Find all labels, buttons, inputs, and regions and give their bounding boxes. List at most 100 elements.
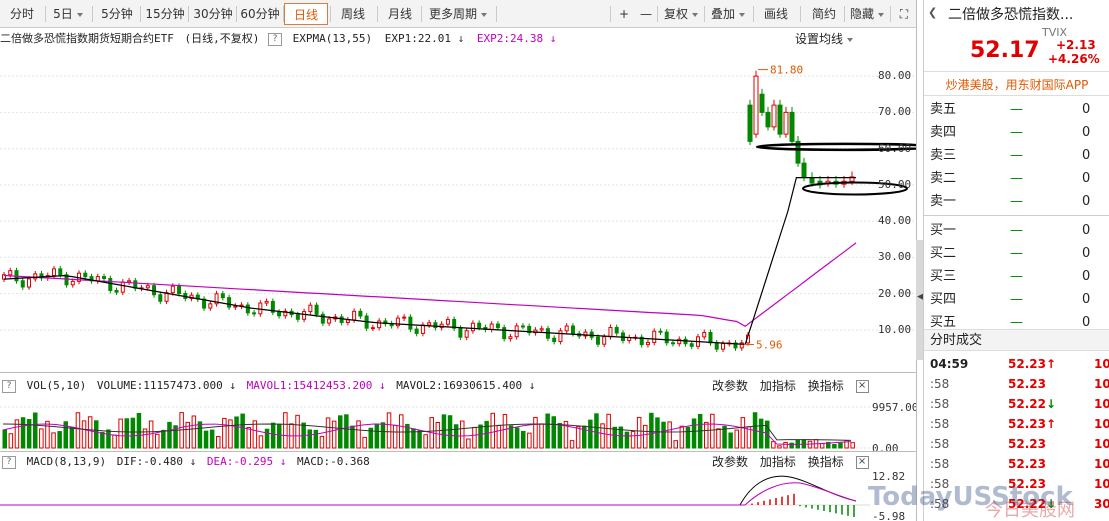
add-indicator-button[interactable]: 加指标 — [759, 455, 796, 469]
volume-bar — [307, 429, 312, 449]
volume-bar — [740, 417, 746, 449]
candle-body — [120, 281, 125, 293]
volume-bar — [777, 445, 782, 449]
ask-row[interactable]: 卖四 — 0 — [924, 121, 1109, 144]
toolbar-button-17[interactable]: ⛶ — [899, 7, 909, 21]
toolbar-button-5[interactable]: 60分钟 — [240, 7, 280, 21]
vol-name[interactable]: VOL(5,10) — [26, 379, 87, 392]
ask-row[interactable]: 卖三 — 0 — [924, 144, 1109, 167]
ask-row[interactable]: 卖一 — 0 — [924, 190, 1109, 213]
chevron-down-icon — [843, 32, 853, 46]
down-arrow-icon: ↓ — [522, 379, 536, 392]
level-price: — — [1010, 148, 1023, 163]
price-change-pct: +4.26% — [1048, 52, 1100, 66]
close-icon[interactable]: × — [855, 456, 869, 469]
volume-bar — [112, 434, 117, 449]
bid-row[interactable]: 买三 — 0 — [924, 265, 1109, 288]
swap-indicator-button[interactable]: 换指标 — [807, 455, 844, 469]
level-volume: 0 — [1082, 171, 1091, 186]
candle-body — [33, 273, 38, 280]
candle-body — [402, 316, 407, 319]
candle-body — [552, 337, 557, 343]
toolbar-button-15[interactable]: 简约 — [811, 7, 836, 21]
volume-bar — [557, 422, 563, 449]
toolbar-button-10[interactable]: + — [618, 7, 630, 21]
volume-bar — [710, 413, 715, 449]
promo-link[interactable]: 炒港美股，用东财国际APP — [924, 74, 1109, 96]
ask-row[interactable]: 卖五 — 0 — [924, 98, 1109, 121]
chevron-left-icon[interactable]: ❮ — [928, 6, 938, 19]
candlestick-chart[interactable]: 81.80 5.96 — [0, 48, 916, 358]
volume-bar — [563, 420, 569, 449]
macd-chart[interactable]: 12.82 -5.98 — [0, 471, 916, 521]
toolbar-button-16[interactable]: 隐藏 — [846, 3, 888, 25]
trade-row: :58 52.23↑ 10 — [924, 414, 1109, 434]
quote-header: ❮ 二倍做多恐慌指数... TVIX 52.17 +2.13 +4.26% — [924, 0, 1109, 72]
collapse-handle[interactable] — [916, 240, 923, 360]
volume-bar — [57, 431, 62, 449]
volume-bar — [203, 430, 209, 449]
toolbar-button-3[interactable]: 15分钟 — [145, 7, 185, 21]
toolbar-separator — [657, 6, 658, 22]
toolbar-button-7[interactable]: 周线 — [340, 7, 365, 21]
candle-body — [771, 104, 777, 128]
quote-name: 二倍做多恐慌指数... — [948, 7, 1074, 23]
candle-body — [670, 342, 675, 345]
toolbar-button-9[interactable]: 更多周期 — [424, 3, 492, 25]
volume-bar — [514, 427, 520, 449]
price-change: +2.13 — [1056, 38, 1096, 52]
volume-bar — [87, 416, 93, 449]
candle-body — [702, 331, 707, 338]
volume-bar — [167, 421, 172, 449]
volume-bar — [716, 428, 721, 449]
change-params-button[interactable]: 改参数 — [712, 455, 749, 469]
add-indicator-button[interactable]: 加指标 — [759, 379, 796, 393]
volume-bar — [417, 430, 422, 449]
volume-chart[interactable]: 9957.00 0.00 — [0, 395, 916, 451]
volume-bar — [685, 426, 691, 449]
close-icon[interactable]: × — [855, 380, 869, 393]
volume-bar — [496, 424, 502, 449]
bid-row[interactable]: 买一 — 0 — [924, 219, 1109, 242]
macd-name[interactable]: MACD(8,13,9) — [26, 455, 107, 468]
toolbar-button-12[interactable]: 复权 — [660, 3, 702, 25]
panel-divider — [0, 451, 916, 452]
indicator-name[interactable]: EXPMA(13,55) — [292, 32, 373, 45]
toolbar-button-6[interactable]: 日线 — [284, 3, 328, 25]
toolbar-button-14[interactable]: 画线 — [763, 7, 788, 21]
y-tick-label: 0.00 — [872, 442, 899, 451]
candle-body — [314, 304, 319, 315]
candle-body — [759, 93, 765, 113]
bid-row[interactable]: 买四 — 0 — [924, 288, 1109, 311]
toolbar-button-2[interactable]: 5分钟 — [101, 7, 133, 21]
level-label: 买三 — [930, 269, 957, 284]
candle-body — [464, 330, 469, 338]
trade-volume: 10 — [1094, 477, 1109, 491]
volume-bar — [45, 420, 50, 449]
change-params-button[interactable]: 改参数 — [712, 379, 749, 393]
candle-body — [720, 343, 725, 350]
collapse-arrow-icon[interactable]: ◀ — [917, 292, 924, 302]
toolbar-button-4[interactable]: 30分钟 — [193, 7, 233, 21]
bid-row[interactable]: 买二 — 0 — [924, 242, 1109, 265]
bid-row[interactable]: 买五 — 0 — [924, 311, 1109, 334]
toolbar-button-8[interactable]: 月线 — [387, 7, 412, 21]
candle-body — [658, 330, 663, 333]
toolbar-button-1[interactable]: 5日 — [48, 3, 88, 25]
level-label: 买四 — [930, 292, 957, 307]
toolbar-button-11[interactable]: — — [640, 7, 652, 21]
volume-bar — [423, 434, 428, 449]
ask-row[interactable]: 卖二 — 0 — [924, 167, 1109, 190]
help-icon[interactable]: ? — [2, 455, 16, 469]
level-price: — — [1010, 102, 1023, 117]
volume-bar — [319, 435, 325, 449]
settings-ma-button[interactable]: 设置均线 — [795, 30, 853, 48]
swap-indicator-button[interactable]: 换指标 — [807, 379, 844, 393]
trade-volume: 10 — [1094, 457, 1109, 471]
toolbar-button-0[interactable]: 分时 — [9, 7, 34, 21]
help-icon[interactable]: ? — [268, 32, 282, 46]
help-icon[interactable]: ? — [2, 379, 16, 393]
toolbar-button-13[interactable]: 叠加 — [707, 3, 749, 25]
volume-bar — [216, 436, 221, 449]
